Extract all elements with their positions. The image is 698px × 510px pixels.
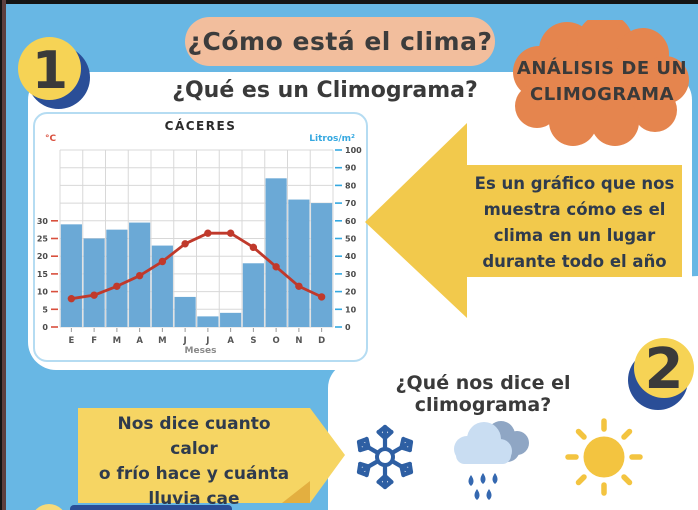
arrow1-line4: durante todo el año [482, 252, 667, 271]
arrow2-line3: lluvia cae [148, 489, 240, 509]
frame-border-left [0, 0, 6, 510]
arrow1-line1: Es un gráfico que nos [474, 174, 675, 193]
cloud-line2: CLIMOGRAMA [530, 84, 674, 105]
left-axis-unit: °C [45, 134, 57, 144]
section2-heading: ¿Qué nos dice el climograma? [395, 372, 571, 416]
sun-icon [565, 418, 643, 496]
section1-arrow-callout: Es un gráfico que nos muestra cómo es el… [467, 171, 682, 275]
svg-text:30: 30 [37, 217, 49, 226]
svg-text:60: 60 [345, 217, 357, 226]
svg-text:10: 10 [37, 288, 49, 297]
svg-text:100: 100 [345, 146, 362, 155]
arrow1-line3: clima en un lugar [493, 226, 656, 245]
svg-text:0: 0 [42, 323, 48, 332]
arrow1-line2: muestra cómo es el [483, 200, 666, 219]
right-axis-unit: Litros/m² [309, 134, 355, 144]
svg-text:J: J [205, 336, 209, 346]
climograph-chart: 0 5 10 15 20 25 30 0 10 20 30 40 50 60 70 80 90 100 E F M A M J… [37, 146, 362, 346]
svg-text:80: 80 [345, 181, 357, 190]
svg-text:5: 5 [42, 305, 48, 314]
svg-text:F: F [91, 336, 97, 346]
svg-text:M: M [113, 336, 121, 346]
section1-number: 1 [31, 41, 69, 101]
svg-text:20: 20 [345, 288, 357, 297]
snowflake-icon [352, 424, 418, 490]
climograph-card: CÁCERES °C Litros/m² 0 5 10 15 20 25 30 0 10 20 30… [33, 112, 368, 362]
chart-title: CÁCERES [164, 119, 237, 133]
cloud-callout: ANÁLISIS DE UN CLIMOGRAMA [507, 56, 697, 108]
svg-text:30: 30 [345, 270, 357, 279]
section2-number: 2 [644, 337, 684, 402]
rain-cloud-icon [454, 421, 529, 500]
cloud-shape [513, 20, 689, 146]
svg-text:25: 25 [37, 235, 49, 244]
svg-text:A: A [227, 336, 234, 346]
svg-text:S: S [250, 336, 256, 346]
right-arrow-shape [78, 408, 345, 503]
section2-arrow-callout: Nos dice cuanto calor o frío hace y cuán… [92, 412, 296, 510]
section3-ribbon-peek [70, 505, 232, 510]
svg-text:20: 20 [37, 252, 49, 261]
svg-text:O: O [273, 336, 280, 346]
page-title: ¿Cómo está el clima? [187, 27, 493, 56]
section1-heading: ¿Qué es un Climograma? [172, 78, 478, 103]
svg-text:A: A [136, 336, 143, 346]
main-title-pill: ¿Cómo está el clima? [185, 17, 495, 66]
svg-text:70: 70 [345, 199, 357, 208]
svg-text:0: 0 [345, 323, 351, 332]
svg-text:N: N [295, 336, 302, 346]
badge3-circle-peek [31, 504, 67, 510]
arrow2-line2: o frío hace y cuánta [98, 464, 290, 484]
arrow2-line1: Nos dice cuanto calor [117, 414, 271, 459]
badge2-circle [634, 338, 694, 398]
svg-text:10: 10 [345, 305, 357, 314]
svg-text:40: 40 [345, 252, 357, 261]
x-axis-label: Meses [184, 346, 217, 356]
frame-border-top [0, 0, 698, 4]
svg-text:J: J [183, 336, 187, 346]
svg-text:50: 50 [345, 235, 357, 244]
badge1-circle [18, 37, 81, 100]
svg-text:90: 90 [345, 164, 357, 173]
left-arrow-shape [365, 123, 682, 318]
svg-text:E: E [68, 336, 74, 346]
svg-text:15: 15 [37, 270, 49, 279]
svg-text:M: M [158, 336, 166, 346]
svg-text:D: D [318, 336, 325, 346]
cloud-line1: ANÁLISIS DE UN [516, 58, 688, 79]
